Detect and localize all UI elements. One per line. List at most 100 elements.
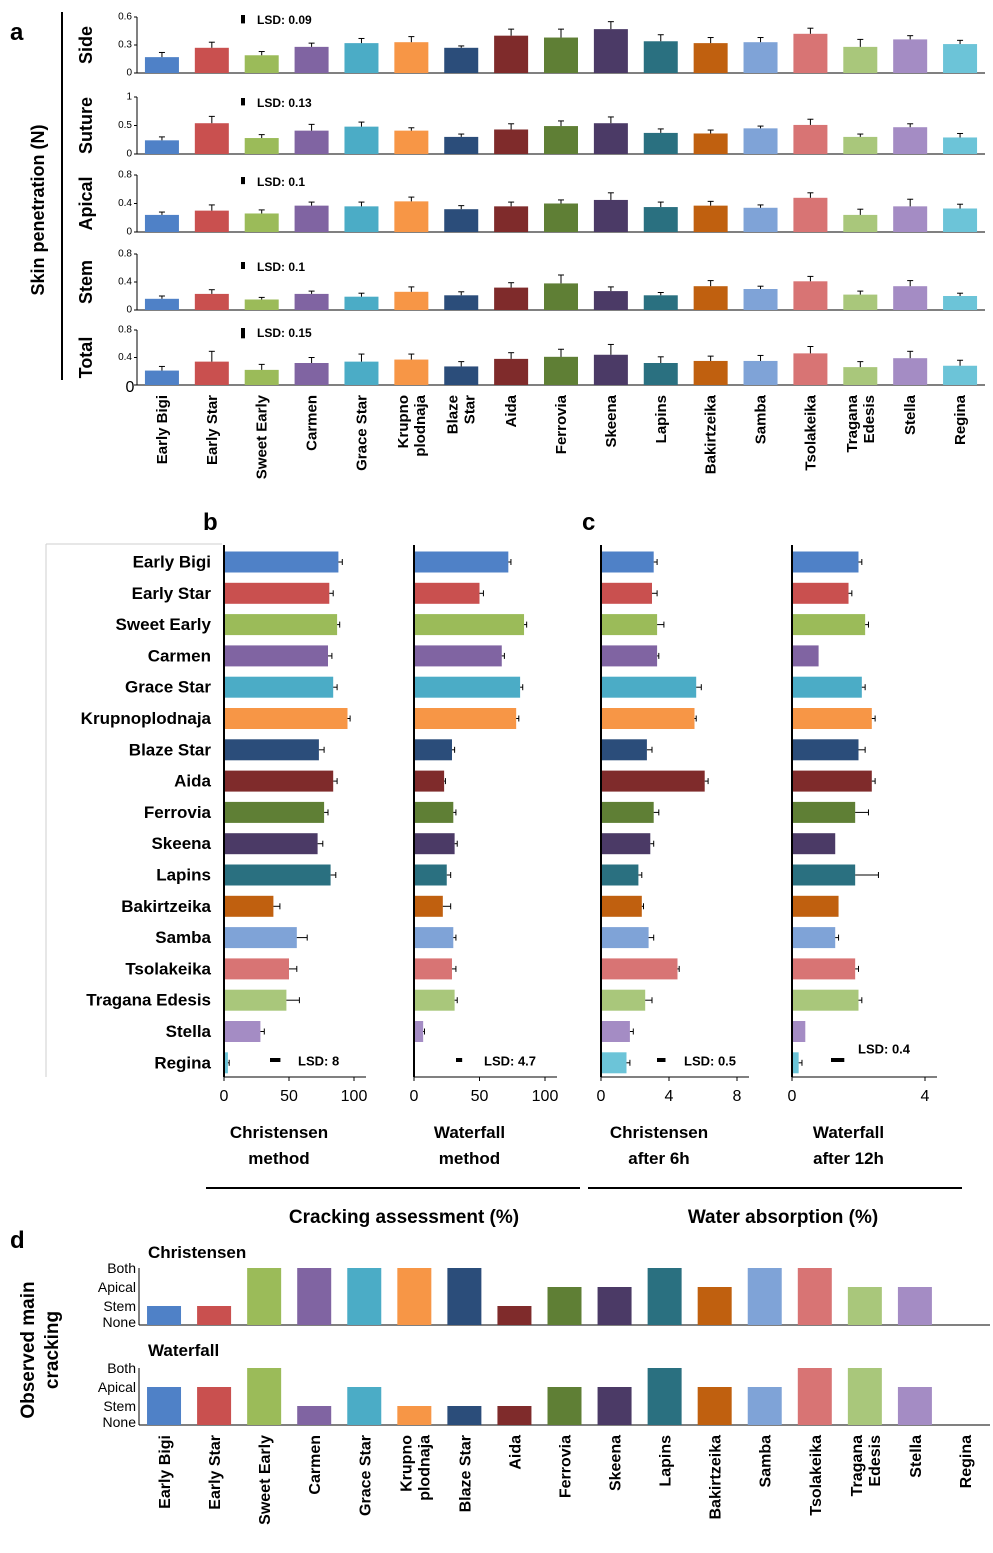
chart-title-line: after 12h <box>813 1149 884 1168</box>
category-label: Lapins <box>653 395 670 443</box>
bar <box>247 1368 282 1425</box>
series-title: Christensen <box>148 1243 246 1262</box>
lsd-bar <box>241 15 245 24</box>
y-tick-label: 0.4 <box>118 277 132 288</box>
bar <box>144 57 179 73</box>
bar <box>225 1021 261 1042</box>
category-label-line: Star <box>462 395 479 424</box>
bar <box>415 801 454 823</box>
bar <box>593 29 628 74</box>
bar <box>225 801 325 823</box>
row-label: Side <box>76 26 96 64</box>
bar <box>244 299 279 310</box>
category-label: Grace Star <box>125 678 211 697</box>
lsd-bar <box>241 177 245 185</box>
category-label-line: Regina <box>958 1435 975 1488</box>
bar <box>793 281 828 310</box>
bar <box>394 359 429 385</box>
bar <box>893 358 928 385</box>
bar <box>344 43 379 73</box>
level-label: Both <box>107 1360 136 1376</box>
bar <box>225 833 318 855</box>
category-label: Tsolakeika <box>125 959 211 978</box>
category-label: Krupnoplodnaja <box>81 709 212 728</box>
bar <box>597 1387 632 1425</box>
x-tick-label: 0 <box>220 1088 229 1105</box>
bar <box>793 989 859 1011</box>
panel-a-row-total: Total 0.4 0.8 0 LSD: 0.15 <box>76 325 985 396</box>
bar <box>793 864 856 886</box>
y-axis-label-line: cracking <box>42 1311 63 1389</box>
bar <box>647 1268 682 1325</box>
category-label: Tsolakeika <box>808 1435 825 1516</box>
bar <box>244 369 279 385</box>
y-tick-label: 0 <box>126 227 132 238</box>
bar <box>415 895 443 917</box>
bar <box>797 1368 832 1425</box>
panel-a-row-stem: Stem 0 0.4 0.8 LSD: 0.1 <box>76 249 985 316</box>
y-tick-label: 0 <box>126 379 135 396</box>
category-label: Early Bigi <box>157 1435 174 1509</box>
x-tick-label: 4 <box>921 1088 930 1105</box>
category-label-line: plodnaja <box>416 1435 433 1501</box>
y-tick-label: 0.5 <box>118 120 132 131</box>
lsd-bar <box>241 262 245 269</box>
bar <box>244 213 279 232</box>
bar <box>497 1406 532 1425</box>
category-label: Regina <box>952 394 969 445</box>
category-label: Tragana Edesis <box>86 991 211 1010</box>
category-label: Lapins <box>156 866 211 885</box>
chart-christensen-method: 0 50 100 LSD: 8 Christensen method <box>220 545 367 1168</box>
chart-title: Waterfall after 12h <box>813 1123 884 1168</box>
bar <box>144 298 179 310</box>
bar <box>897 1387 932 1425</box>
bar <box>693 205 728 232</box>
category-label-line: Sweet Early <box>257 1435 274 1525</box>
bar <box>793 1021 806 1042</box>
x-tick-label: 8 <box>733 1088 742 1105</box>
bar <box>793 124 828 154</box>
bar <box>244 55 279 73</box>
bar <box>444 295 479 310</box>
category-label: Grace Star <box>353 395 370 471</box>
bar <box>194 123 229 154</box>
bar <box>893 39 928 73</box>
bar <box>225 645 328 667</box>
bar <box>602 801 654 823</box>
category-label-line: Tragana <box>844 394 861 452</box>
x-tick-label: 100 <box>532 1088 559 1105</box>
category-label: Stella <box>902 394 919 435</box>
bar <box>793 33 828 73</box>
category-label: Regina <box>958 1435 975 1488</box>
bar <box>693 43 728 73</box>
bar <box>144 214 179 232</box>
chart-waterfall-method: 0 50 100 LSD: 4.7 Waterfall method <box>410 545 559 1168</box>
row-label: Apical <box>76 176 96 230</box>
panel-bc-cracking-water: b c Early Bigi Early Star Sweet Early Carme… <box>45 509 962 1228</box>
category-label-line: Bakirtzeika <box>703 394 720 474</box>
bar <box>494 358 529 385</box>
category-label: Skeena <box>603 394 620 447</box>
bar <box>294 205 329 232</box>
bar <box>225 676 334 698</box>
bar <box>197 1306 232 1325</box>
category-label: Stella <box>908 1435 925 1478</box>
category-label: Early Bigi <box>133 553 211 572</box>
bar <box>643 295 678 310</box>
bar <box>144 370 179 385</box>
y-tick-label: 0 <box>126 68 132 79</box>
bar <box>415 770 445 792</box>
bar <box>415 739 452 761</box>
bar <box>415 614 525 636</box>
bar <box>544 126 578 154</box>
bar <box>793 645 819 667</box>
panel-a-row-side: Side 0 0.3 0.6 LSD: 0.09 <box>76 12 985 79</box>
lsd-label: LSD: 0.1 <box>257 260 305 274</box>
category-label-line: Tsolakeika <box>808 1435 825 1516</box>
x-tick-label: 50 <box>471 1088 489 1105</box>
bar <box>544 283 578 310</box>
bar <box>194 361 229 385</box>
category-label: TraganaEdesis <box>844 394 878 452</box>
bar <box>144 140 179 154</box>
